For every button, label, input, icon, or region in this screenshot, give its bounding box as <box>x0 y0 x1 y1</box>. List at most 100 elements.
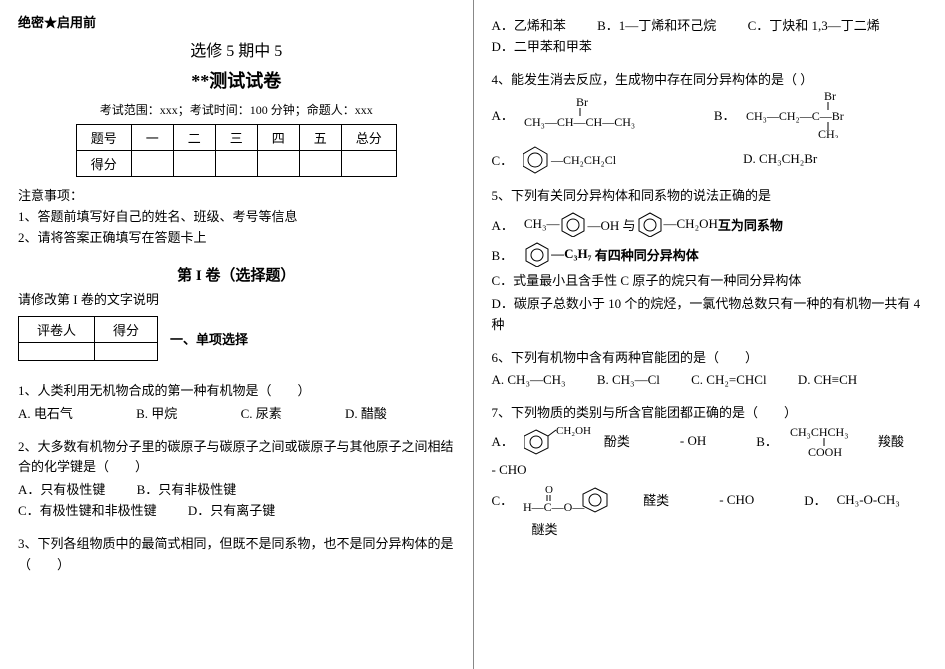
q7c-class: 醛类 <box>643 490 669 509</box>
q5a-tail: 互为同系物 <box>718 215 783 234</box>
q3-opt-a: A．乙烯和苯 <box>492 16 566 37</box>
o-text: O <box>545 485 553 496</box>
section-1-title: 第 I 卷（选择题） <box>18 264 455 285</box>
chain-text: CH₃—CH₂—C—Br <box>746 109 844 123</box>
score-cell: 总分 <box>341 125 396 151</box>
question-4: 4、能发生消去反应，生成物中存在同分异构体的是（ ） <box>492 70 928 91</box>
grader-cell <box>19 343 95 361</box>
exam-page: 绝密★启用前 选修 5 期中 5 **测试试卷 考试范围：xxx；考试时间：10… <box>0 0 945 669</box>
confidential-mark: 绝密★启用前 <box>18 12 455 31</box>
q1-opt-a: A. 电石气 <box>18 404 73 425</box>
q5b-label: B． <box>492 245 514 264</box>
q7a-group: - OH <box>680 433 706 449</box>
q5-opt-d: D．碳原子总数小于 10 个的烷烃，一氯代物总数只有一种的有机物一共有 4 种 <box>492 294 928 336</box>
q7b-formula: CH₃CHCH₃ COOH <box>788 424 868 458</box>
q4-row1: A． Br CH₃—CH—CH—CH₃ B． Br CH₃—CH₂—C—Br C… <box>492 90 928 138</box>
q6-opt-c: C. CH₂=CHCl <box>691 370 766 391</box>
score-cell: 得分 <box>76 151 131 177</box>
q7c-label: C． <box>492 490 514 509</box>
score-header-row: 题号 一 二 三 四 五 总分 <box>76 125 396 151</box>
part-1-label: 一、单项选择 <box>170 329 248 348</box>
chain-text: H—C—O— <box>523 500 585 514</box>
q4-opt-a-label: A． <box>492 105 514 124</box>
question-7: 7、下列物质的类别与所含官能团都正确的是（ ） <box>492 403 928 424</box>
q5-opt-a: A． CH₃— —OH 与 —CH₂OH 互为同系物 <box>492 211 928 237</box>
score-cell <box>257 151 299 177</box>
q7b-label: B． <box>756 431 778 450</box>
grader-cell: 得分 <box>95 317 158 343</box>
q2-opt-b: B．只有非极性键 <box>137 480 237 501</box>
q1-opt-d: D. 醋酸 <box>345 404 387 425</box>
q6-opt-a: A. CH₃—CH₃ <box>492 370 566 391</box>
right-column: A．乙烯和苯 B．1—丁烯和环己烷 C．丁炔和 1,3—丁二烯 D．二甲苯和甲苯… <box>473 0 945 669</box>
exam-info: 考试范围：xxx；考试时间：100 分钟；命题人：xxx <box>18 101 455 118</box>
score-cell <box>341 151 396 177</box>
q7a-formula: CH₂OH <box>524 424 594 458</box>
q5b-side: —C₃H₇ <box>551 246 591 262</box>
notice-1: 1、答题前填写好自己的姓名、班级、考号等信息 <box>18 206 455 225</box>
side-chain-text: —CH₂CH₂Cl <box>550 153 617 167</box>
q5-opt-b: B． —C₃H₇ 有四种同分异构体 <box>492 241 928 267</box>
q5a-text-3: —CH₂OH <box>664 216 718 232</box>
top-text: CH₃CHCH₃ <box>790 425 848 439</box>
grader-cell: 评卷人 <box>19 317 95 343</box>
q7c-group: - CHO <box>719 492 754 508</box>
q1-options: A. 电石气 B. 甲烷 C. 尿素 D. 醋酸 <box>18 404 455 425</box>
q4-opt-b-label: B． <box>714 105 736 124</box>
q3-opt-d: D．二甲苯和甲苯 <box>492 37 592 58</box>
q4-opt-b-formula: Br CH₃—CH₂—C—Br CH₃ <box>746 90 876 138</box>
q7d-formula: CH₃-O-CH₃ <box>837 492 900 508</box>
score-cell <box>299 151 341 177</box>
notice-title: 注意事项： <box>18 185 455 204</box>
benzene-icon <box>636 211 664 237</box>
q7d-class: 醚类 <box>532 519 558 538</box>
q5-opt-c: C．式量最小且含手性 C 原子的烷只有一种同分异构体 <box>492 271 928 292</box>
question-2: 2、大多数有机物分子里的碳原子与碳原子之间或碳原子与其他原子之间相结合的化学键是… <box>18 437 455 479</box>
title-line-2: **测试试卷 <box>18 67 455 93</box>
score-cell <box>215 151 257 177</box>
q2-opt-c: C．有极性键和非极性键 <box>18 501 157 522</box>
score-table: 题号 一 二 三 四 五 总分 得分 <box>76 124 397 177</box>
question-5: 5、下列有关同分异构体和同系物的说法正确的是 <box>492 186 928 207</box>
question-3: 3、下列各组物质中的最简式相同，但既不是同系物，也不是同分异构体的是（ ） <box>18 534 455 576</box>
q2-opt-a: A．只有极性键 <box>18 480 105 501</box>
q4-row2: C． —CH₂CH₂Cl D. CH₃CH₂Br <box>492 144 928 174</box>
q2-options: A．只有极性键 B．只有非极性键 C．有极性键和非极性键 D．只有离子键 <box>18 480 455 522</box>
score-cell: 一 <box>131 125 173 151</box>
q7c-formula: O H—C—O— <box>523 485 633 515</box>
q7b-class: 羧酸 <box>878 431 904 450</box>
q6-opt-b: B. CH₃—Cl <box>597 370 660 391</box>
score-cell: 四 <box>257 125 299 151</box>
score-cell <box>173 151 215 177</box>
q1-opt-b: B. 甲烷 <box>136 404 177 425</box>
q7a-label: A． <box>492 431 514 450</box>
score-value-row: 得分 <box>76 151 396 177</box>
br-atom-text: Br <box>576 96 588 109</box>
q4-opt-c-label: C． <box>492 150 514 169</box>
q5a-label: A． <box>492 215 514 234</box>
q7-row1: A． CH₂OH 酚类 - OH B． CH₃CHCH₃ COOH <box>492 424 928 458</box>
q2-opt-d: D．只有离子键 <box>188 501 275 522</box>
grader-cell <box>95 343 158 361</box>
q3-opt-c: C．丁炔和 1,3—丁二烯 <box>748 16 880 37</box>
chain-text: CH₃—CH—CH—CH₃ <box>524 115 635 129</box>
score-cell: 题号 <box>76 125 131 151</box>
benzene-icon <box>523 241 551 267</box>
q1-opt-c: C. 尿素 <box>241 404 282 425</box>
question-1: 1、人类利用无机物合成的第一种有机物是（ ） <box>18 381 455 402</box>
q7-row2: C． O H—C—O— 醛类 - CHO D． CH₃-O-CH₃ 醚类 <box>492 485 928 538</box>
score-cell: 五 <box>299 125 341 151</box>
title-line-1: 选修 5 期中 5 <box>18 37 455 61</box>
q7a-class: 酚类 <box>604 431 630 450</box>
ch2oh-text: CH₂OH <box>556 425 591 437</box>
q3-opt-b: B．1—丁烯和环己烷 <box>597 16 716 37</box>
q5a-text-1: CH₃— <box>524 216 560 232</box>
bot-text: COOH <box>808 445 842 458</box>
q5a-text-2: —OH 与 <box>587 215 635 234</box>
q6-options: A. CH₃—CH₃ B. CH₃—Cl C. CH₂=CHCl D. CH≡C… <box>492 370 928 391</box>
question-6: 6、下列有机物中含有两种官能团的是（ ） <box>492 348 928 369</box>
score-cell: 二 <box>173 125 215 151</box>
q7d-label: D． <box>804 490 826 509</box>
q4-opt-c-formula: —CH₂CH₂Cl <box>523 144 653 174</box>
q7b-group: - CHO <box>492 460 928 481</box>
